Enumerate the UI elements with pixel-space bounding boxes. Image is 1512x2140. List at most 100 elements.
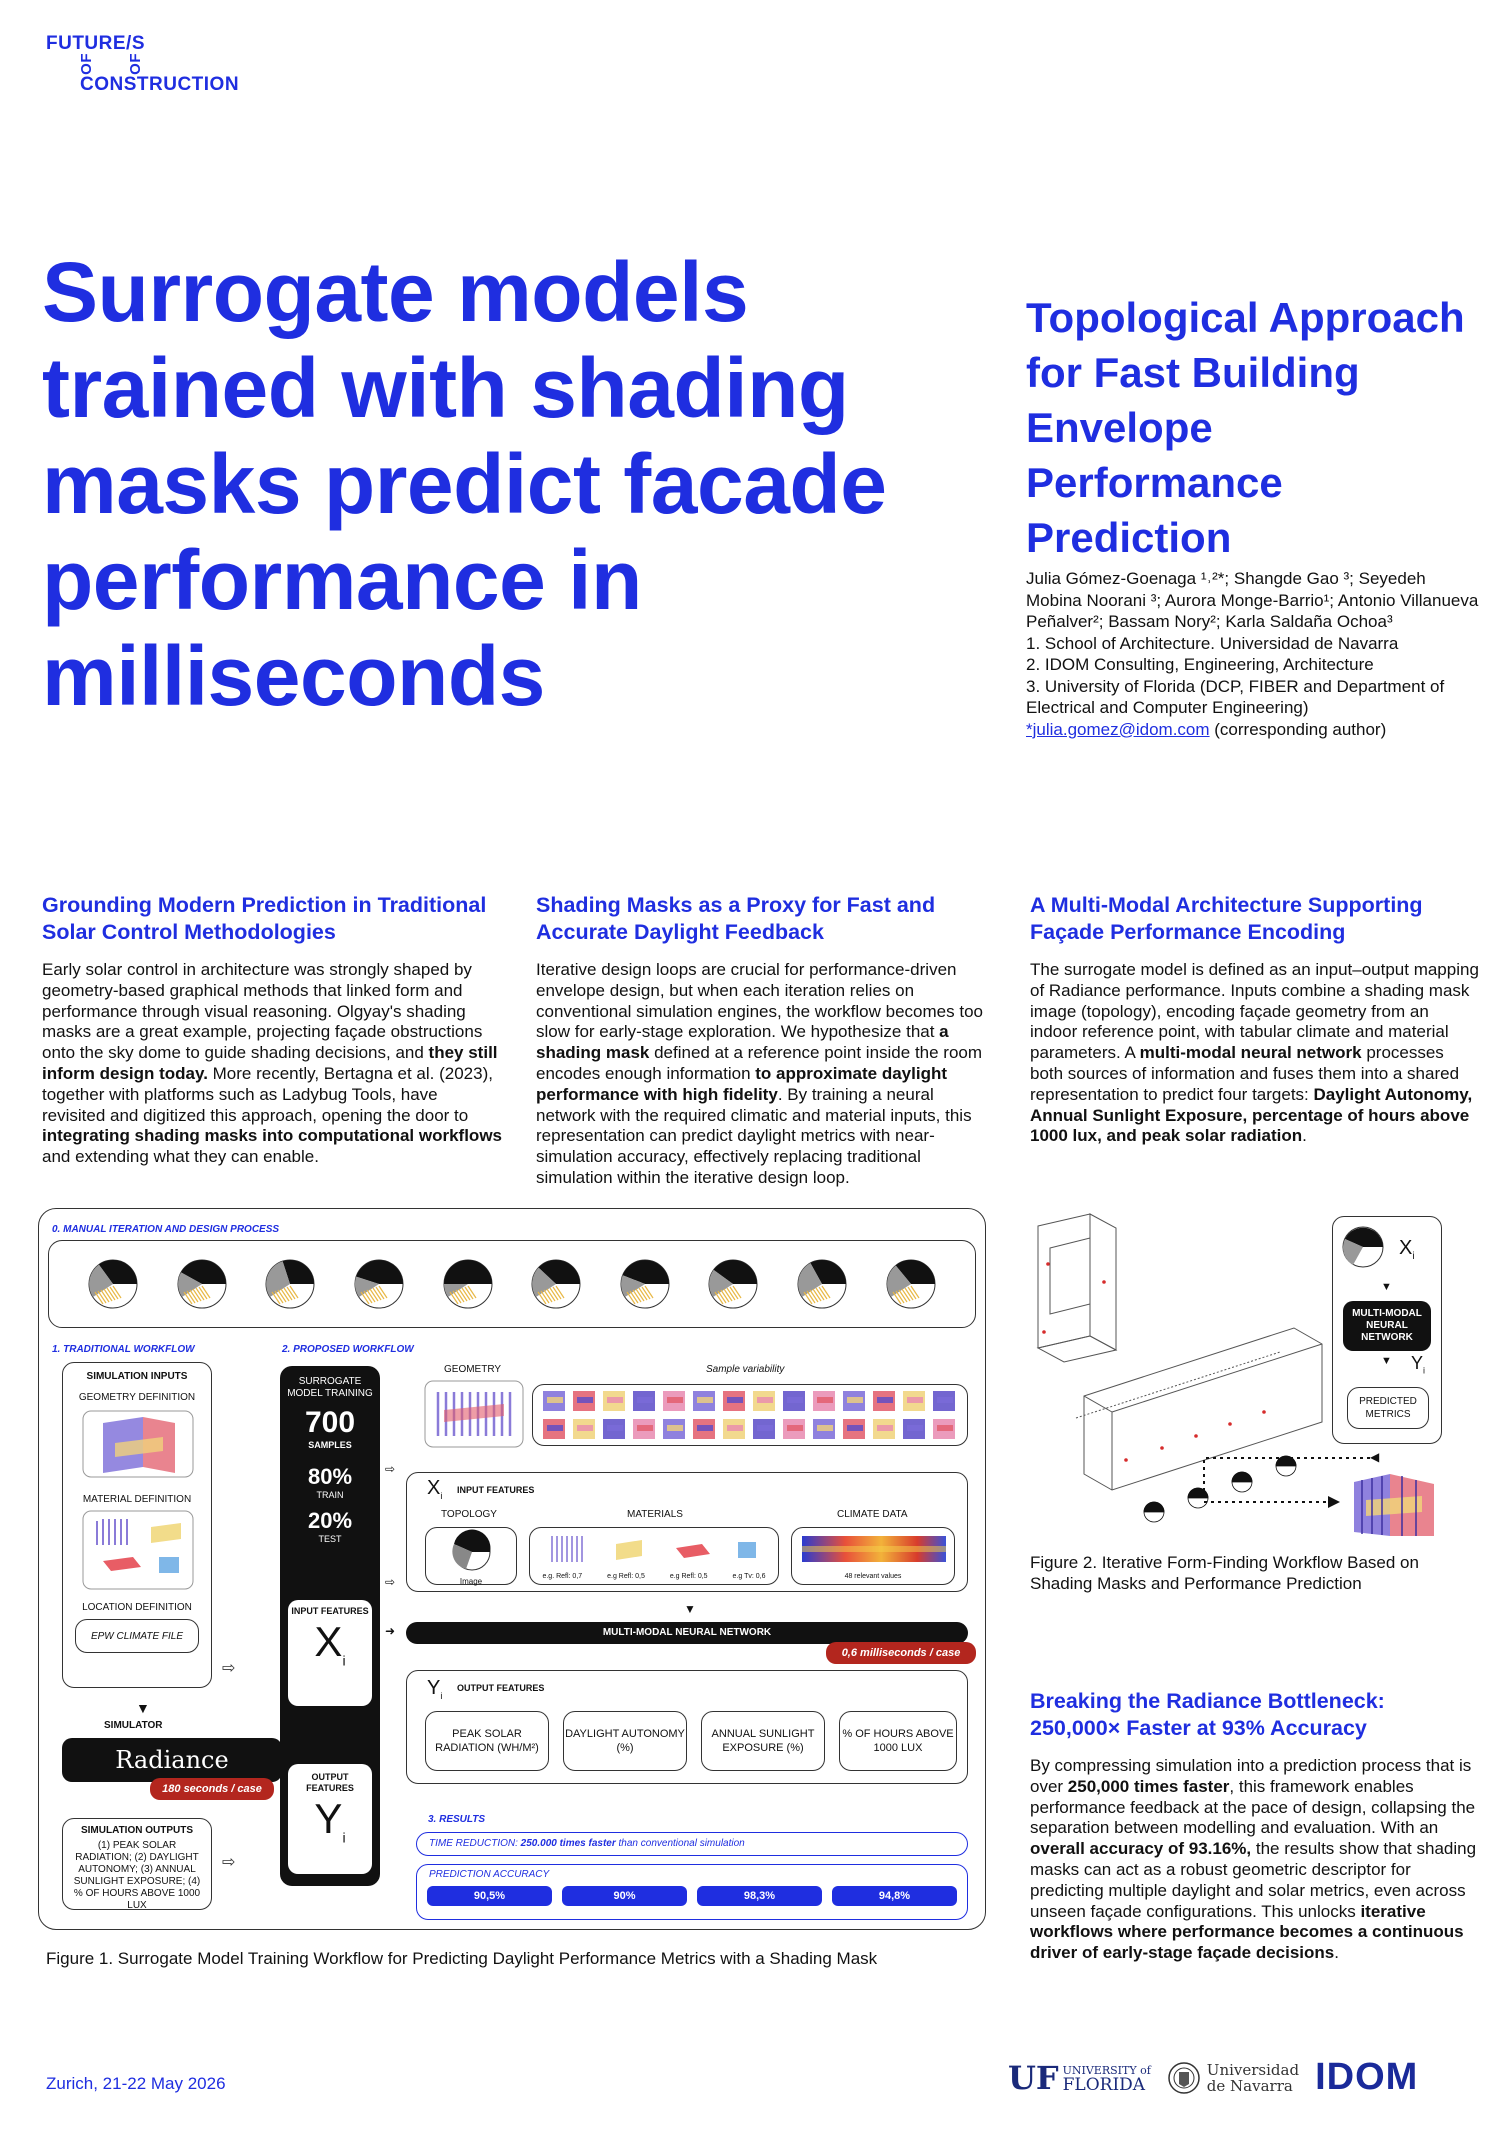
sample-thumbnail	[723, 1419, 745, 1439]
sample-thumbnail	[933, 1391, 955, 1411]
text: and extending what they can enable.	[42, 1147, 319, 1167]
surrogate-training-column: SURROGATE MODEL TRAINING 700 SAMPLES 80%…	[280, 1366, 380, 1886]
material-def-label: MATERIAL DEFINITION	[82, 1494, 192, 1505]
predicted-metrics-box: PREDICTED METRICS	[1347, 1387, 1429, 1429]
samples-label: SAMPLES	[308, 1440, 352, 1450]
y-symbol: Yi	[1411, 1353, 1425, 1376]
bold-text: 250,000 times faster	[1067, 1776, 1230, 1796]
output-features-heading: OUTPUT FEATURES	[457, 1683, 545, 1693]
location-def-label: LOCATION DEFINITION	[82, 1602, 192, 1613]
figure1-frame	[38, 1208, 986, 1930]
output-peak-solar: PEAK SOLAR RADIATION (Wh/m²)	[425, 1711, 549, 1771]
sample-thumbnail	[603, 1391, 625, 1411]
prediction-accuracy-label: PREDICTION ACCURACY	[429, 1869, 550, 1880]
subscript: i	[440, 1691, 443, 1701]
radiance-box: Radiance	[62, 1738, 282, 1782]
climate-heatmap	[802, 1536, 946, 1562]
sim-outputs-label: SIMULATION OUTPUTS	[80, 1825, 194, 1836]
shading-mask-icon	[886, 1259, 936, 1309]
sample-thumbnail	[813, 1391, 835, 1411]
sample-thumbnail	[543, 1391, 565, 1411]
image-label: Image	[459, 1577, 483, 1586]
bold-text: multi-modal neural network	[1139, 1043, 1362, 1063]
sample-thumbnail	[693, 1419, 715, 1439]
shading-mask-icon	[452, 1529, 491, 1571]
relevant-values-label: 48 relevant values	[844, 1573, 902, 1580]
subscript: i	[440, 1491, 443, 1501]
bold-text: a shading mask	[536, 1022, 949, 1063]
arrow-right-icon: ⇨	[222, 1660, 236, 1677]
text: TIME REDUCTION:	[429, 1838, 521, 1849]
bold-text: iterative workflows where performance be…	[1030, 1901, 1464, 1963]
climate-label: CLIMATE DATA	[837, 1509, 908, 1520]
y: Y	[314, 1795, 343, 1842]
y: Y	[1411, 1353, 1424, 1373]
input-features-card: INPUT FEATURES Xi	[288, 1600, 372, 1706]
section-shading-masks: Shading Masks as a Proxy for Fast and Ac…	[536, 892, 996, 1189]
authors-block: Julia Gómez-Goenaga ¹˒²*; Shangde Gao ³;…	[1026, 568, 1486, 740]
text: More recently, Bertagna et al. (2023), t…	[42, 1063, 493, 1125]
shading-mask-icon	[443, 1259, 493, 1309]
y-symbol-small: Yi	[427, 1677, 442, 1701]
uf-text: UNIVERSITY of	[1062, 2063, 1151, 2077]
section-radiance-bottleneck: Breaking the Radiance Bottleneck: 250,00…	[1030, 1688, 1480, 1964]
materials-icons	[551, 1536, 756, 1562]
loop-dotted-arrow	[1203, 1457, 1370, 1508]
y-symbol: Yi	[288, 1794, 372, 1862]
arrow-down-icon: ▼	[1381, 1355, 1392, 1367]
section-body: Iterative design loops are crucial for p…	[536, 960, 996, 1189]
accuracy-pill: 98,3%	[697, 1886, 822, 1906]
sample-thumbnail	[783, 1419, 805, 1439]
bold-text: 250.000 times faster	[520, 1838, 616, 1849]
output-daylight-autonomy: DAYLIGHT AUTONOMY (%)	[563, 1711, 687, 1771]
sample-thumbnail	[783, 1391, 805, 1411]
shading-mask-icon	[265, 1259, 315, 1309]
sample-thumbnail	[873, 1391, 895, 1411]
x-symbol: Xi	[288, 1617, 372, 1685]
event-date: Zurich, 21-22 May 2026	[46, 2074, 226, 2093]
subscript: i	[342, 1652, 346, 1669]
refl-value: e.g Refl: 0,5	[669, 1573, 708, 1580]
output-features-label: OUTPUT FEATURES	[306, 1772, 354, 1793]
input-features-box: Xi INPUT FEATURES TOPOLOGY MATERIALS CLI…	[406, 1472, 968, 1592]
y: Y	[427, 1677, 441, 1699]
nn-time-badge: 0,6 milliseconds / case	[826, 1642, 976, 1664]
sample-thumbnail	[723, 1391, 745, 1411]
text: .	[1302, 1126, 1307, 1146]
figure2-caption: Figure 2. Iterative Form-Finding Workflo…	[1030, 1553, 1419, 1593]
sample-thumbnail	[873, 1419, 895, 1439]
email-link[interactable]: *julia.gomez@idom.com	[1026, 719, 1210, 739]
climate-card: 48 relevant values	[791, 1527, 955, 1585]
input-features-heading: INPUT FEATURES	[457, 1485, 535, 1495]
topology-label: TOPOLOGY	[441, 1509, 497, 1520]
text: By compressing simulation into a predict…	[1030, 1756, 1472, 1796]
test-label: TEST	[318, 1534, 342, 1544]
author-names: Julia Gómez-Goenaga ¹˒²*; Shangde Gao ³;…	[1026, 569, 1479, 631]
geometry-def-label: GEOMETRY DEFINITION	[78, 1392, 196, 1403]
output-sunlight-exposure: ANNUAL SUNLIGHT EXPOSURE (%)	[701, 1711, 825, 1771]
sample-thumbnail	[573, 1419, 595, 1439]
figure2-model-box: Xi ▼ MULTI-MODAL NEURAL NETWORK ▼ Yi PRE…	[1332, 1216, 1442, 1444]
subscript: i	[342, 1829, 346, 1846]
sample-thumbnail	[753, 1419, 775, 1439]
section-title: Shading Masks as a Proxy for Fast and Ac…	[536, 893, 936, 944]
text: .	[1334, 1943, 1339, 1963]
unav-text: de Navarra	[1206, 2076, 1293, 2095]
text: Iterative design loops are crucial for p…	[536, 960, 983, 1042]
traditional-heading: 1. TRADITIONAL WORKFLOW	[52, 1344, 195, 1355]
email-note: (corresponding author)	[1209, 719, 1387, 739]
sample-thumbnail	[543, 1419, 565, 1439]
sample-thumbnail	[843, 1419, 865, 1439]
section-body: By compressing simulation into a predict…	[1030, 1756, 1480, 1964]
sample-thumbnail	[903, 1391, 925, 1411]
section-title: Grounding Modern Prediction in Tradition…	[42, 893, 487, 944]
sample-thumbnail	[573, 1391, 595, 1411]
shading-mask-icon	[177, 1259, 227, 1309]
x: X	[314, 1618, 343, 1665]
materials-label: MATERIALS	[627, 1509, 683, 1520]
shading-mask-icon	[797, 1259, 847, 1309]
uf-logo: UF UNIVERSITY of FLORIDA	[1008, 2059, 1151, 2097]
shading-mask-icon	[620, 1259, 670, 1309]
accuracy-pill: 90%	[562, 1886, 687, 1906]
bold-text: they still inform design today.	[42, 1043, 498, 1083]
